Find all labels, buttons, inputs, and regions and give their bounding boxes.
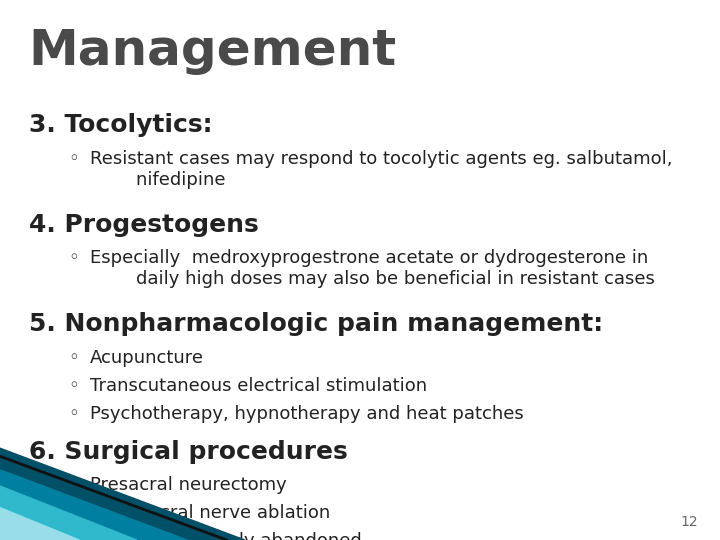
Text: 5. Nonpharmacologic pain management:: 5. Nonpharmacologic pain management:: [29, 312, 603, 336]
Polygon shape: [0, 448, 245, 540]
Text: 12: 12: [681, 515, 698, 529]
Text: ◦: ◦: [68, 532, 79, 540]
Text: Uterosacral nerve ablation: Uterosacral nerve ablation: [90, 504, 330, 522]
Text: Acupuncture: Acupuncture: [90, 349, 204, 367]
Text: Have been largely abandoned: Have been largely abandoned: [90, 532, 361, 540]
Polygon shape: [0, 508, 79, 540]
Text: 3. Tocolytics:: 3. Tocolytics:: [29, 113, 212, 137]
Text: Psychotherapy, hypnotherapy and heat patches: Psychotherapy, hypnotherapy and heat pat…: [90, 405, 523, 423]
Text: Presacral neurectomy: Presacral neurectomy: [90, 476, 287, 494]
Text: Especially  medroxyprogestrone acetate or dydrogesterone in
        daily high d: Especially medroxyprogestrone acetate or…: [90, 249, 655, 288]
Text: ◦: ◦: [68, 349, 79, 367]
Text: ◦: ◦: [68, 504, 79, 522]
Text: Resistant cases may respond to tocolytic agents eg. salbutamol,
        nifedipi: Resistant cases may respond to tocolytic…: [90, 150, 672, 189]
Text: 6. Surgical procedures: 6. Surgical procedures: [29, 440, 348, 463]
Polygon shape: [0, 470, 187, 540]
Text: ◦: ◦: [68, 377, 79, 395]
Text: ◦: ◦: [68, 405, 79, 423]
Polygon shape: [0, 486, 137, 540]
Text: ◦: ◦: [68, 249, 79, 267]
Text: Management: Management: [29, 27, 397, 75]
Text: 4. Progestogens: 4. Progestogens: [29, 213, 258, 237]
Text: Transcutaneous electrical stimulation: Transcutaneous electrical stimulation: [90, 377, 427, 395]
Text: ◦: ◦: [68, 150, 79, 168]
Text: ◦: ◦: [68, 476, 79, 494]
